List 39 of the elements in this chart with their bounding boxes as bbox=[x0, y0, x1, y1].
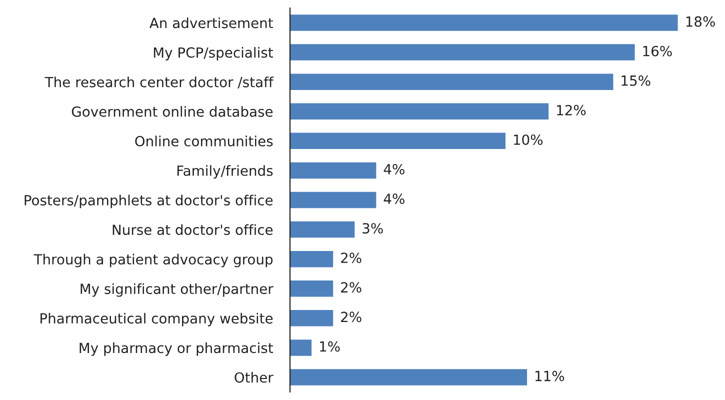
y-tick-label: My PCP/specialist bbox=[154, 47, 273, 60]
y-tick-label: The research center doctor /staff bbox=[44, 76, 274, 88]
y-tick-label: Through a patient advocacy group bbox=[34, 254, 273, 268]
y-tick-label: My pharmacy or pharmacist bbox=[80, 342, 273, 356]
bar bbox=[290, 221, 355, 238]
bar bbox=[290, 310, 334, 326]
data-label: 11% bbox=[536, 370, 564, 382]
data-label: 4% bbox=[384, 164, 404, 174]
data-label: 16% bbox=[643, 46, 672, 56]
bar bbox=[290, 250, 334, 268]
y-tick-label: My significant other/partner bbox=[80, 283, 274, 297]
data-label: 1% bbox=[320, 341, 340, 352]
bar bbox=[290, 369, 528, 386]
bar bbox=[290, 44, 635, 60]
y-tick-label: Government online database bbox=[72, 106, 273, 117]
y-tick-label: Online communities bbox=[135, 136, 273, 146]
bar bbox=[290, 280, 334, 297]
data-label: 2% bbox=[341, 282, 362, 293]
bar bbox=[290, 162, 376, 179]
y-tick-label: Other bbox=[234, 372, 274, 383]
data-label: 2% bbox=[341, 252, 362, 264]
data-label: 3% bbox=[362, 223, 383, 234]
y-tick-label: Posters/pamphlets at doctor's office bbox=[24, 194, 273, 208]
y-tick-label: An advertisement bbox=[150, 17, 273, 28]
data-label: 2% bbox=[341, 312, 362, 322]
y-tick-label: Nurse at doctor's office bbox=[112, 224, 273, 236]
data-label: 10% bbox=[514, 134, 543, 145]
data-label: 12% bbox=[557, 104, 586, 116]
data-label: 18% bbox=[686, 16, 715, 27]
bar bbox=[290, 132, 506, 150]
bar bbox=[290, 103, 549, 120]
y-tick-label: Family/friends bbox=[177, 165, 273, 179]
bar bbox=[290, 74, 614, 90]
bar bbox=[290, 14, 678, 31]
y-tick-label: Pharmaceutical company website bbox=[40, 312, 273, 326]
bar bbox=[290, 340, 312, 356]
bar bbox=[290, 192, 376, 208]
data-label: 15% bbox=[622, 75, 650, 86]
data-label: 4% bbox=[384, 194, 404, 204]
